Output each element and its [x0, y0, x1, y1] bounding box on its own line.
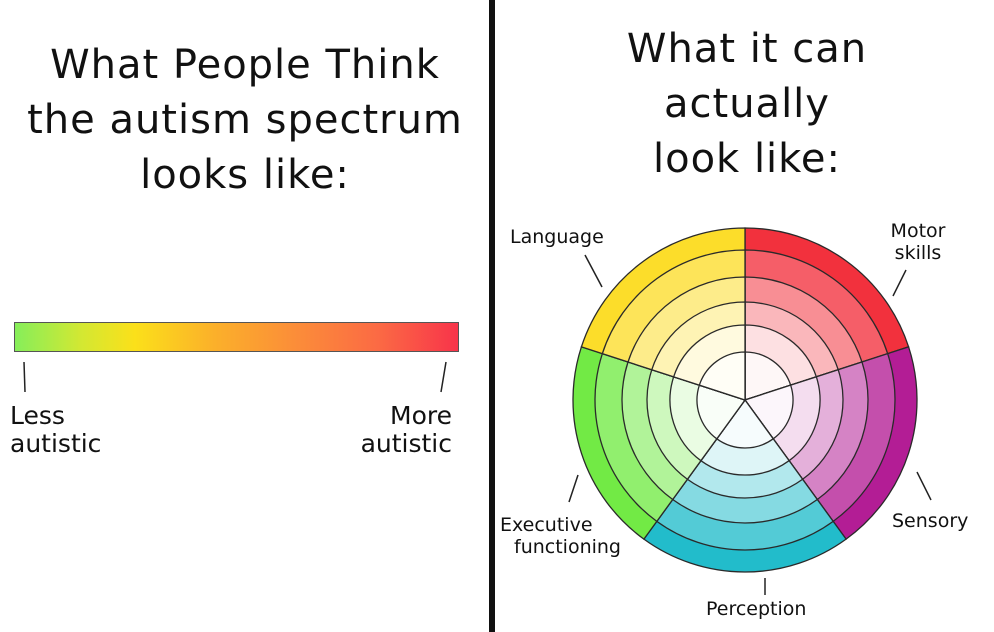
wheel-segment-motor-skills-ring-6 [744, 351, 792, 401]
wheel-segment-sensory-ring-6 [743, 384, 794, 440]
left-title: What People Think the autism spectrum lo… [0, 38, 490, 203]
spectrum-gradient-bar [14, 322, 459, 352]
label-line: skills [894, 242, 942, 264]
leader-line-more [440, 361, 447, 393]
less-label-line: autistic [10, 429, 102, 458]
leader-line-motor [892, 269, 907, 297]
segment-label-perception: Perception [706, 598, 806, 620]
segment-label-motor-skills: Motor skills [878, 220, 958, 264]
more-label-line: autistic [360, 429, 452, 458]
left-title-line: looks like: [140, 152, 350, 198]
segment-label-language: Language [510, 226, 604, 248]
wheel-segment-perception-ring-6 [715, 398, 775, 449]
label-line: Perception [706, 598, 807, 620]
right-title: What it can actually look like: [500, 22, 994, 187]
segment-label-sensory: Sensory [892, 510, 968, 532]
label-line: Language [510, 226, 604, 248]
less-label-line: Less [10, 401, 65, 430]
less-autistic-label: Less autistic [10, 402, 101, 458]
right-title-line: actually [664, 81, 830, 127]
wheel-segment-language-ring-6 [698, 351, 746, 401]
left-title-line: What People Think [50, 42, 440, 88]
panel-divider [489, 0, 495, 632]
right-title-line: What it can [626, 26, 868, 72]
leader-line-language [584, 254, 603, 288]
leader-line-executive [568, 474, 579, 503]
left-title-line: the autism spectrum [27, 97, 463, 143]
more-autistic-label: More autistic [330, 402, 452, 458]
label-line: Sensory [892, 510, 969, 532]
wheel-segment-executive-functioning-ring-6 [696, 384, 747, 440]
more-label-line: More [390, 401, 452, 430]
label-line: functioning [514, 536, 621, 558]
leader-line-less [23, 361, 26, 393]
segment-label-executive-functioning: Executive functioning [500, 514, 621, 558]
label-line: Motor [890, 220, 946, 242]
label-line: Executive [500, 514, 593, 536]
right-title-line: look like: [653, 136, 841, 182]
leader-line-sensory [916, 471, 932, 501]
